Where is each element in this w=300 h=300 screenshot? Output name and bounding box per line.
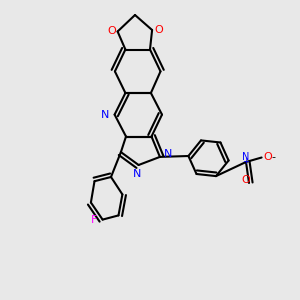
Text: N: N — [133, 169, 141, 179]
Text: O: O — [241, 175, 250, 185]
Text: F: F — [90, 214, 97, 225]
Text: N: N — [101, 110, 109, 120]
Text: N: N — [164, 149, 172, 159]
Text: N: N — [242, 152, 250, 162]
Text: +: + — [242, 158, 248, 166]
Text: O: O — [154, 25, 163, 35]
Text: O: O — [263, 152, 272, 163]
Text: -: - — [271, 152, 275, 163]
Text: O: O — [107, 26, 116, 37]
